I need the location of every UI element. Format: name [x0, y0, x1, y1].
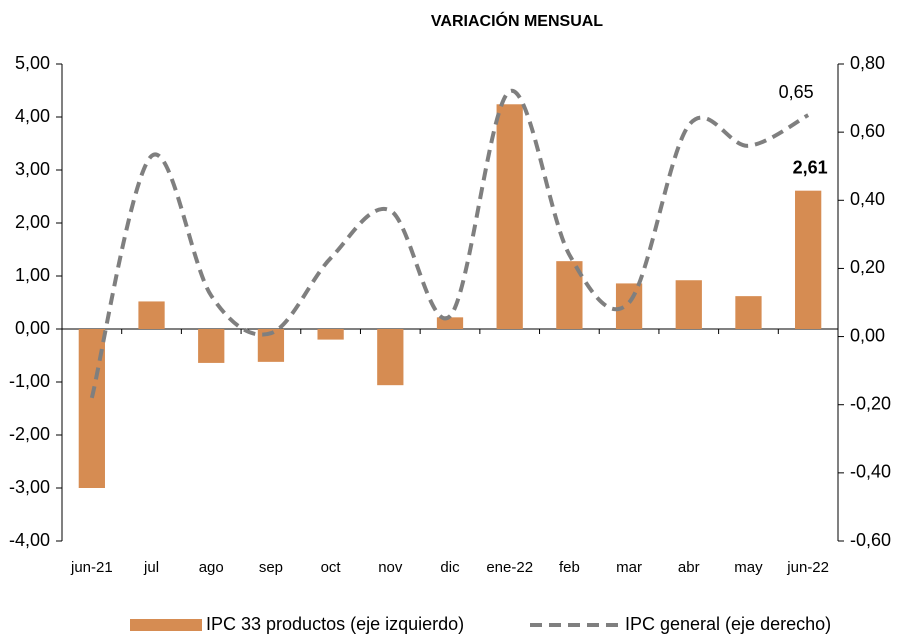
legend-swatch: [130, 619, 202, 631]
bar: [317, 329, 344, 340]
y-tick-label: 0,00: [15, 318, 50, 338]
x-tick-label: mar: [616, 559, 642, 576]
chart-title: VARIACIÓN MENSUAL: [431, 11, 603, 30]
bar: [198, 329, 225, 363]
y-tick-label: -4,00: [9, 530, 50, 550]
bar: [377, 329, 404, 386]
data-label: 0,65: [779, 82, 814, 102]
x-tick-label: ene-22: [486, 559, 533, 576]
y2-tick-label: 0,60: [850, 121, 885, 141]
y-tick-label: 3,00: [15, 159, 50, 179]
y2-tick-label: -0,40: [850, 462, 891, 482]
x-tick-label: abr: [678, 559, 700, 576]
x-tick-label: jun-21: [70, 559, 113, 576]
y2-tick-label: 0,20: [850, 257, 885, 277]
bar: [436, 317, 464, 329]
y2-tick-label: 0,40: [850, 189, 885, 209]
x-tick-label: oct: [321, 559, 342, 576]
y-tick-label: -2,00: [9, 424, 50, 444]
x-tick-label: jun-22: [786, 559, 829, 576]
y-tick-label: -3,00: [9, 477, 50, 497]
x-tick-label: dic: [440, 559, 460, 576]
x-tick-label: feb: [559, 559, 580, 576]
y2-tick-label: 0,80: [850, 53, 885, 73]
y-tick-label: 5,00: [15, 53, 50, 73]
x-tick-label: ago: [199, 559, 224, 576]
y-tick-label: 2,00: [15, 212, 50, 232]
y-tick-label: 4,00: [15, 106, 50, 126]
legend-label: IPC general (eje derecho): [625, 614, 831, 634]
y2-tick-label: -0,60: [850, 530, 891, 550]
bar: [735, 296, 762, 329]
x-tick-label: nov: [378, 559, 403, 576]
y2-tick-label: 0,00: [850, 325, 885, 345]
y2-tick-label: -0,20: [850, 393, 891, 413]
y-tick-label: 1,00: [15, 265, 50, 285]
bar: [615, 283, 643, 329]
bar: [675, 280, 702, 329]
bar: [138, 301, 165, 329]
bar: [496, 104, 523, 329]
line: [89, 89, 810, 399]
bar: [795, 190, 822, 329]
data-label: 2,61: [793, 157, 828, 177]
legend-label: IPC 33 productos (eje izquierdo): [206, 614, 464, 634]
y-tick-label: -1,00: [9, 371, 50, 391]
x-tick-label: sep: [259, 559, 283, 576]
x-tick-label: jul: [143, 559, 159, 576]
x-tick-label: may: [734, 559, 763, 576]
